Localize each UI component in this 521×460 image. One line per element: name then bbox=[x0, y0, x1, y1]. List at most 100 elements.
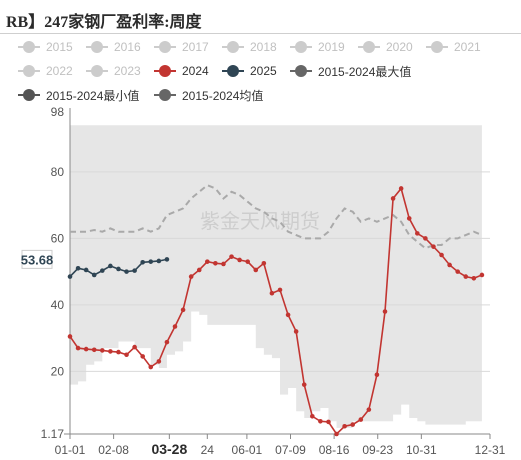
legend-swatch bbox=[154, 65, 176, 77]
series-line-2024 bbox=[69, 186, 483, 436]
legend-swatch bbox=[18, 89, 40, 101]
y-tick-label: 40 bbox=[51, 298, 65, 312]
data-point-2024 bbox=[196, 267, 202, 273]
legend-swatch bbox=[222, 41, 244, 53]
data-point-2024 bbox=[221, 261, 226, 267]
chart-title: RB】247家钢厂盈利率:周度 bbox=[6, 14, 202, 31]
data-point-2024 bbox=[172, 324, 178, 329]
data-point-2024 bbox=[277, 287, 283, 293]
data-point-2024 bbox=[229, 254, 234, 259]
legend-swatch bbox=[222, 65, 244, 77]
data-point-2024 bbox=[326, 419, 331, 425]
series-layer bbox=[67, 184, 485, 437]
legend-item-2025[interactable]: 2025 bbox=[222, 62, 277, 80]
data-point-2025 bbox=[132, 268, 137, 273]
legend-item-2015-2024均值[interactable]: 2015-2024均值 bbox=[154, 86, 263, 104]
legend-label: 2017 bbox=[182, 40, 209, 54]
legend-swatch bbox=[86, 41, 108, 53]
x-tick-label: 02-08 bbox=[98, 443, 129, 457]
legend-item-2021[interactable]: 2021 bbox=[426, 38, 481, 56]
data-point-2025 bbox=[156, 258, 162, 264]
y-tick-label: 20 bbox=[51, 364, 65, 378]
title-divider bbox=[0, 33, 521, 34]
data-point-2024 bbox=[350, 422, 355, 427]
x-tick-label: 09-23 bbox=[362, 443, 393, 457]
y-tick-label: 1.17 bbox=[41, 427, 65, 441]
data-point-2025 bbox=[75, 265, 81, 271]
data-point-2024 bbox=[91, 347, 97, 353]
legend-item-2016[interactable]: 2016 bbox=[86, 38, 141, 56]
data-point-2025 bbox=[164, 257, 170, 262]
data-point-2024 bbox=[439, 252, 444, 258]
data-point-2024 bbox=[382, 309, 388, 314]
legend-item-2017[interactable]: 2017 bbox=[154, 38, 209, 56]
y-tick-label: 98 bbox=[51, 105, 65, 119]
data-point-2024 bbox=[479, 272, 485, 278]
legend-item-2023[interactable]: 2023 bbox=[86, 62, 141, 80]
legend-label: 2018 bbox=[250, 40, 277, 54]
data-point-2024 bbox=[447, 262, 452, 268]
legend-item-2018[interactable]: 2018 bbox=[222, 38, 277, 56]
data-point-2024 bbox=[310, 413, 315, 419]
data-point-2024 bbox=[132, 344, 137, 350]
legend-item-2015[interactable]: 2015 bbox=[18, 38, 73, 56]
legend-label: 2020 bbox=[386, 40, 413, 54]
current-value-marker: 53.68 bbox=[21, 249, 53, 269]
legend-item-2015-2024最大值[interactable]: 2015-2024最大值 bbox=[290, 62, 411, 80]
x-tick-label: 06-01 bbox=[232, 443, 263, 457]
data-point-2025 bbox=[91, 272, 97, 278]
x-tick-label: 01-01 bbox=[55, 443, 86, 457]
data-point-2024 bbox=[398, 186, 404, 191]
data-point-2024 bbox=[455, 269, 460, 274]
data-point-2024 bbox=[213, 261, 218, 266]
data-point-2024 bbox=[390, 196, 396, 201]
legend-swatch bbox=[86, 65, 108, 77]
data-point-2024 bbox=[471, 275, 477, 281]
y-tick-label: 80 bbox=[51, 165, 65, 179]
legend-swatch bbox=[426, 41, 448, 53]
data-point-2024 bbox=[75, 345, 81, 351]
gridlines bbox=[70, 171, 490, 372]
legend-swatch bbox=[154, 41, 176, 53]
data-point-2025 bbox=[116, 266, 121, 272]
series-range-band bbox=[70, 125, 482, 428]
data-point-2024 bbox=[423, 236, 428, 241]
legend-item-2024[interactable]: 2024 bbox=[154, 62, 209, 80]
legend-label: 2024 bbox=[182, 64, 209, 78]
legend-item-2022[interactable]: 2022 bbox=[18, 62, 73, 80]
data-point-2025 bbox=[140, 260, 145, 265]
data-point-2024 bbox=[415, 231, 420, 236]
data-point-2024 bbox=[293, 329, 299, 334]
legend-item-2015-2024最小值[interactable]: 2015-2024最小值 bbox=[18, 86, 139, 104]
data-point-2024 bbox=[67, 334, 73, 339]
chart-legend: 2015 2016 2017 2018 2019 2020 2021 2022 2023 2024… bbox=[0, 38, 521, 104]
data-point-2024 bbox=[269, 290, 275, 296]
x-tick-label: 03-28 bbox=[151, 441, 187, 457]
legend-label: 2025 bbox=[250, 64, 277, 78]
x-tick-label: 12-31 bbox=[475, 443, 506, 457]
legend-item-2020[interactable]: 2020 bbox=[358, 38, 413, 56]
data-point-2024 bbox=[318, 418, 323, 424]
series-line-2015-2024均值 bbox=[70, 184, 483, 250]
data-point-2025 bbox=[148, 259, 154, 264]
current-value-box bbox=[21, 249, 53, 269]
data-point-2025 bbox=[108, 263, 113, 269]
legend-label: 2015-2024最大值 bbox=[318, 64, 412, 79]
data-point-2024 bbox=[164, 339, 170, 345]
data-point-2025 bbox=[83, 267, 89, 273]
data-point-2024 bbox=[148, 364, 154, 370]
data-point-2024 bbox=[108, 349, 113, 354]
legend-swatch bbox=[290, 41, 312, 53]
data-point-2025 bbox=[67, 274, 73, 279]
data-point-2024 bbox=[366, 407, 372, 412]
data-point-2025 bbox=[124, 269, 129, 274]
legend-label: 2021 bbox=[454, 40, 481, 54]
data-point-2024 bbox=[358, 417, 364, 422]
data-point-2024 bbox=[431, 244, 436, 249]
data-point-2024 bbox=[188, 274, 194, 279]
data-point-2024 bbox=[180, 307, 186, 313]
legend-swatch bbox=[358, 41, 380, 53]
legend-item-2019[interactable]: 2019 bbox=[290, 38, 345, 56]
x-tick-label: 08-16 bbox=[319, 443, 350, 457]
legend-label: 2022 bbox=[46, 64, 73, 78]
